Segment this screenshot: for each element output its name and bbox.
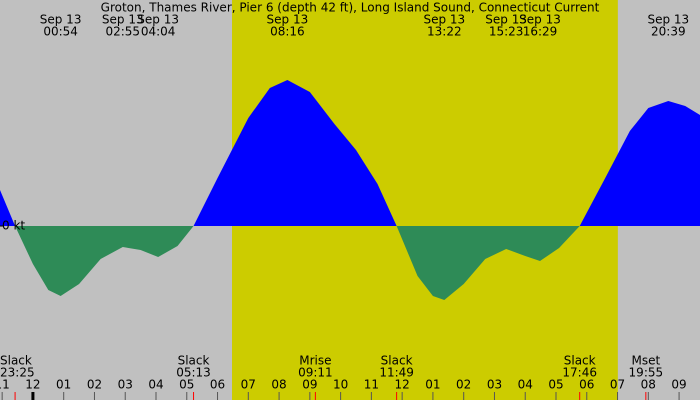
- x-tick-label: 07: [610, 378, 625, 392]
- event-label: Slack: [0, 354, 32, 368]
- extremum-date: Sep 13: [40, 13, 82, 27]
- x-tick-label: 10: [333, 378, 348, 392]
- ebb-area: [0, 226, 700, 300]
- x-tick-label: 08: [641, 378, 656, 392]
- event-time: 05:13: [176, 366, 211, 380]
- x-tick-label: 11: [0, 378, 10, 392]
- x-tick-label: 07: [241, 378, 256, 392]
- extremum-time: 02:55: [105, 25, 140, 39]
- x-tick-label: 06: [579, 378, 594, 392]
- x-tick-label: 06: [210, 378, 225, 392]
- x-tick-label: 05: [179, 378, 194, 392]
- extremum-date: Sep 13: [647, 13, 689, 27]
- extremum-time: 04:04: [141, 25, 176, 39]
- event-label: Slack: [564, 354, 596, 368]
- extremum-time: 16:29: [523, 25, 558, 39]
- chart-title: Groton, Thames River, Pier 6 (depth 42 f…: [101, 1, 600, 15]
- extremum-time: 15:23: [489, 25, 524, 39]
- extremum-date: Sep 13: [485, 13, 527, 27]
- x-tick-label: 03: [118, 378, 133, 392]
- event-time: 17:46: [562, 366, 597, 380]
- extremum-date: Sep 13: [137, 13, 179, 27]
- extremum-date: Sep 13: [267, 13, 309, 27]
- extremum-time: 13:22: [427, 25, 462, 39]
- extremum-date: Sep 13: [423, 13, 465, 27]
- event-label: Mrise: [299, 354, 331, 368]
- event-label: Mset: [631, 354, 660, 368]
- event-label: Slack: [381, 354, 413, 368]
- extremum-time: 20:39: [651, 25, 686, 39]
- extremum-date: Sep 13: [102, 13, 144, 27]
- x-tick-label: 05: [548, 378, 563, 392]
- x-tick-label: 11: [364, 378, 379, 392]
- x-tick-label: 12: [395, 378, 410, 392]
- x-tick-label: 02: [87, 378, 102, 392]
- event-time: 11:49: [379, 366, 414, 380]
- x-tick-label: 04: [518, 378, 533, 392]
- event-time: 09:11: [298, 366, 333, 380]
- event-time: 23:25: [0, 366, 35, 380]
- flood-area: [0, 80, 700, 226]
- extremum-date: Sep 13: [519, 13, 561, 27]
- x-tick-label: 01: [56, 378, 71, 392]
- x-tick-label: 12: [25, 378, 40, 392]
- x-tick-label: 09: [671, 378, 686, 392]
- event-time: 19:55: [629, 366, 664, 380]
- x-tick-label: 08: [271, 378, 286, 392]
- extremum-time: 08:16: [270, 25, 305, 39]
- y-tick-label: 0 kt: [2, 219, 25, 233]
- x-tick-label: 01: [425, 378, 440, 392]
- extremum-time: 00:54: [43, 25, 78, 39]
- x-tick-label: 02: [456, 378, 471, 392]
- x-tick-label: 04: [148, 378, 163, 392]
- event-label: Slack: [178, 354, 210, 368]
- x-tick-label: 03: [487, 378, 502, 392]
- x-tick-label: 09: [302, 378, 317, 392]
